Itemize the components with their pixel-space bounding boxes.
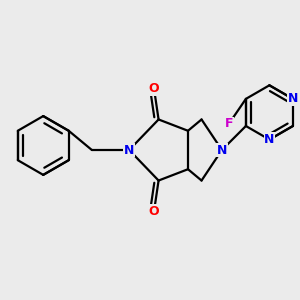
Text: N: N <box>124 143 134 157</box>
Text: O: O <box>149 82 159 95</box>
Text: N: N <box>264 133 274 146</box>
Text: N: N <box>217 143 227 157</box>
Text: N: N <box>288 92 298 105</box>
Text: O: O <box>149 205 159 218</box>
Text: F: F <box>225 117 233 130</box>
